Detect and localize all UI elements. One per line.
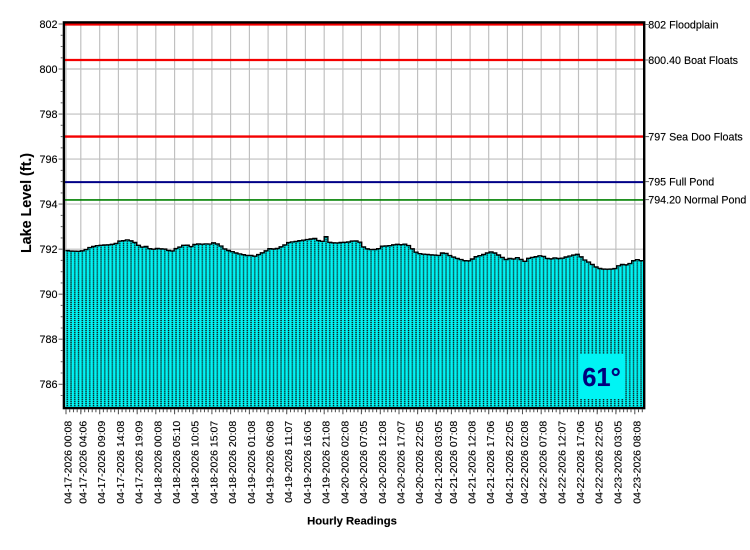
svg-text:04-22-2026 12:07: 04-22-2026 12:07 — [556, 421, 568, 504]
svg-text:04-22-2026 02:08: 04-22-2026 02:08 — [519, 421, 531, 504]
svg-text:04-23-2026 03:05: 04-23-2026 03:05 — [612, 421, 624, 504]
svg-text:04-22-2026 07:08: 04-22-2026 07:08 — [538, 421, 550, 504]
svg-text:795 Full Pond: 795 Full Pond — [648, 177, 714, 189]
svg-text:788: 788 — [39, 334, 57, 346]
svg-text:794.20 Normal Pond: 794.20 Normal Pond — [648, 195, 746, 207]
svg-text:04-22-2026 22:05: 04-22-2026 22:05 — [594, 421, 606, 504]
svg-text:04-21-2026 17:06: 04-21-2026 17:06 — [485, 421, 497, 504]
svg-text:04-22-2026 17:06: 04-22-2026 17:06 — [575, 421, 587, 504]
svg-text:04-20-2026 07:05: 04-20-2026 07:05 — [358, 421, 370, 504]
svg-text:04-18-2026 10:05: 04-18-2026 10:05 — [190, 421, 202, 504]
svg-text:796: 796 — [39, 154, 57, 166]
svg-text:61°: 61° — [582, 364, 621, 392]
svg-text:04-20-2026 22:05: 04-20-2026 22:05 — [414, 421, 426, 504]
svg-text:04-23-2026 08:08: 04-23-2026 08:08 — [631, 421, 643, 504]
svg-text:04-21-2026 22:05: 04-21-2026 22:05 — [504, 421, 516, 504]
svg-text:800.40 Boat Floats: 800.40 Boat Floats — [648, 55, 738, 67]
svg-text:802 Floodplain: 802 Floodplain — [648, 19, 718, 31]
svg-text:04-17-2026 00:08: 04-17-2026 00:08 — [63, 421, 75, 504]
svg-text:04-21-2026 12:08: 04-21-2026 12:08 — [467, 421, 479, 504]
svg-text:04-18-2026 00:08: 04-18-2026 00:08 — [152, 421, 164, 504]
svg-text:04-17-2026 09:09: 04-17-2026 09:09 — [96, 421, 108, 504]
svg-text:794: 794 — [39, 199, 57, 211]
svg-text:802: 802 — [39, 19, 57, 31]
svg-text:04-19-2026 11:07: 04-19-2026 11:07 — [283, 421, 295, 503]
svg-text:04-18-2026 20:08: 04-18-2026 20:08 — [227, 421, 239, 504]
svg-text:04-19-2026 16:06: 04-19-2026 16:06 — [302, 421, 314, 504]
svg-text:790: 790 — [39, 289, 57, 301]
svg-text:04-18-2026 15:07: 04-18-2026 15:07 — [208, 421, 220, 504]
svg-text:04-20-2026 12:08: 04-20-2026 12:08 — [377, 421, 389, 504]
svg-text:798: 798 — [39, 109, 57, 121]
svg-text:Lake Level (ft.): Lake Level (ft.) — [19, 153, 35, 253]
svg-text:04-17-2026 14:08: 04-17-2026 14:08 — [115, 421, 127, 504]
svg-text:786: 786 — [39, 379, 57, 391]
svg-text:04-17-2026 19:09: 04-17-2026 19:09 — [134, 421, 146, 504]
svg-text:800: 800 — [39, 64, 57, 76]
svg-text:792: 792 — [39, 244, 57, 256]
svg-text:04-21-2026 03:05: 04-21-2026 03:05 — [433, 421, 445, 504]
svg-text:797 Sea Doo Floats: 797 Sea Doo Floats — [648, 132, 742, 144]
svg-text:04-17-2026 04:06: 04-17-2026 04:06 — [77, 421, 89, 504]
svg-text:04-19-2026 21:08: 04-19-2026 21:08 — [321, 421, 333, 504]
svg-text:04-20-2026 02:08: 04-20-2026 02:08 — [339, 421, 351, 504]
svg-text:04-21-2026 07:08: 04-21-2026 07:08 — [448, 421, 460, 504]
svg-text:04-20-2026 17:07: 04-20-2026 17:07 — [396, 421, 408, 504]
svg-text:Hourly Readings: Hourly Readings — [307, 516, 397, 528]
svg-text:04-18-2026 05:10: 04-18-2026 05:10 — [171, 421, 183, 504]
svg-text:04-19-2026 01:08: 04-19-2026 01:08 — [246, 421, 258, 504]
svg-text:04-19-2026 06:08: 04-19-2026 06:08 — [265, 421, 277, 504]
